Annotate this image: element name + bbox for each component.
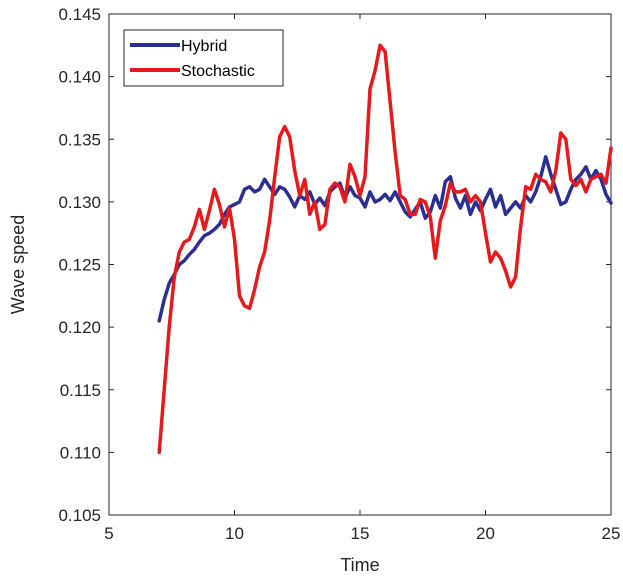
y-tick-label: 0.120 [58,318,101,337]
legend: Hybrid Stochastic [123,29,284,87]
y-tick-label: 0.145 [58,5,101,24]
x-axis: 5 10 15 20 25 [104,14,620,543]
x-tick-label: 10 [225,524,244,543]
y-tick-label: 0.125 [58,256,101,275]
y-tick-label: 0.105 [58,506,101,525]
y-tick-label: 0.130 [58,193,101,212]
series-line-hybrid [157,155,613,323]
x-axis-label: Time [340,555,379,575]
y-tick-label: 0.110 [60,443,101,462]
x-tick-label: 25 [602,524,621,543]
axes-box [108,13,612,516]
series-layer [157,43,613,455]
x-tick-label: 5 [104,524,113,543]
plot-area [108,13,612,516]
series-line-stochastic [157,43,613,455]
x-tick-label: 15 [351,524,370,543]
legend-label-stochastic: Stochastic [181,63,255,80]
y-tick-label: 0.140 [58,68,101,87]
y-tick-label: 0.115 [60,381,101,400]
y-axis: 0.105 0.110 0.115 0.120 0.125 0.130 0.135 0.140… [58,5,611,525]
legend-label-hybrid: Hybrid [181,38,227,55]
x-tick-label: 20 [476,524,495,543]
legend-box [123,29,284,87]
y-axis-label: Wave speed [8,215,28,314]
y-tick-label: 0.135 [58,130,101,149]
